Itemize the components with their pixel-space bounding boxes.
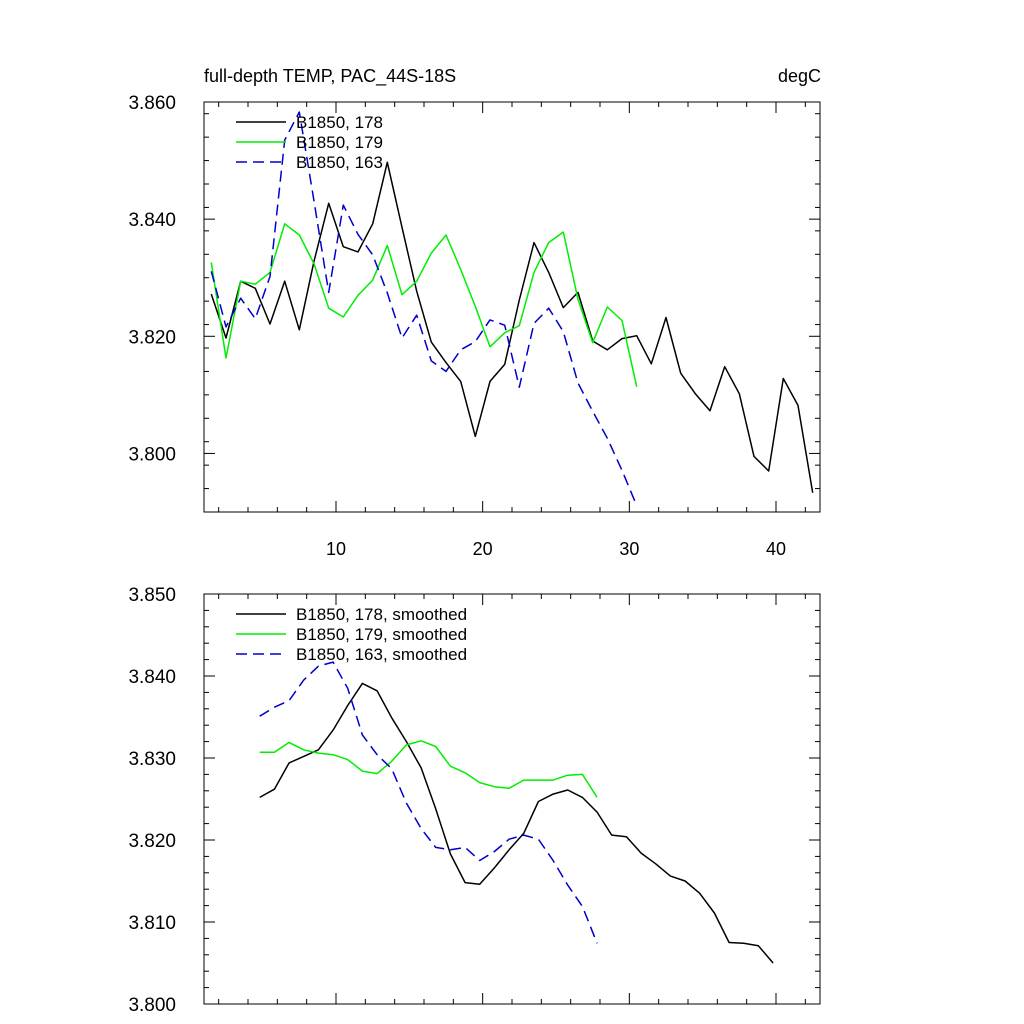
series-group-bottom <box>259 661 774 964</box>
y-tick-label: 3.860 <box>128 93 176 114</box>
series-line-2 <box>259 740 598 798</box>
legend-label: B1850, 179, smoothed <box>296 625 467 644</box>
y-tick-label: 3.850 <box>128 585 176 606</box>
legend-bottom: B1850, 178, smoothed B1850, 179, smoothe… <box>236 605 467 664</box>
bottom-panel: 3.800 3.810 3.820 3.830 3.840 3.850 B1850, 17… <box>128 585 821 1016</box>
tick-group-top: 10 20 30 40 3.800 3.820 3.840 3.860 <box>128 93 820 559</box>
series-line-1 <box>210 161 814 493</box>
series-line-3 <box>210 111 638 506</box>
chart-title: full-depth TEMP, PAC_44S-18S <box>204 66 456 87</box>
units-label: degC <box>778 66 821 86</box>
y-tick-label: 3.820 <box>128 831 176 852</box>
x-tick-label: 40 <box>766 539 786 559</box>
series-line-2 <box>210 223 638 387</box>
legend-top: B1850, 178 B1850, 179 B1850, 163 <box>236 113 383 172</box>
series-line-3 <box>259 661 598 944</box>
series-group-top <box>210 111 814 506</box>
legend-label: B1850, 163, smoothed <box>296 645 467 664</box>
y-tick-label: 3.810 <box>128 913 176 934</box>
x-tick-label: 30 <box>619 539 639 559</box>
tick-group-bottom: 3.800 3.810 3.820 3.830 3.840 3.850 <box>128 585 820 1016</box>
top-panel: full-depth TEMP, PAC_44S-18S degC 10 20 30… <box>128 66 821 559</box>
y-tick-label: 3.840 <box>128 210 176 231</box>
y-tick-label: 3.800 <box>128 444 176 465</box>
legend-label: B1850, 178 <box>296 113 383 132</box>
legend-label: B1850, 179 <box>296 133 383 152</box>
y-tick-label: 3.840 <box>128 667 176 688</box>
legend-label: B1850, 178, smoothed <box>296 605 467 624</box>
series-line-1 <box>259 682 774 964</box>
y-tick-label: 3.800 <box>128 995 176 1016</box>
y-tick-label: 3.830 <box>128 749 176 770</box>
x-tick-label: 10 <box>326 539 346 559</box>
x-tick-label: 20 <box>473 539 493 559</box>
legend-label: B1850, 163 <box>296 153 383 172</box>
y-tick-label: 3.820 <box>128 327 176 348</box>
